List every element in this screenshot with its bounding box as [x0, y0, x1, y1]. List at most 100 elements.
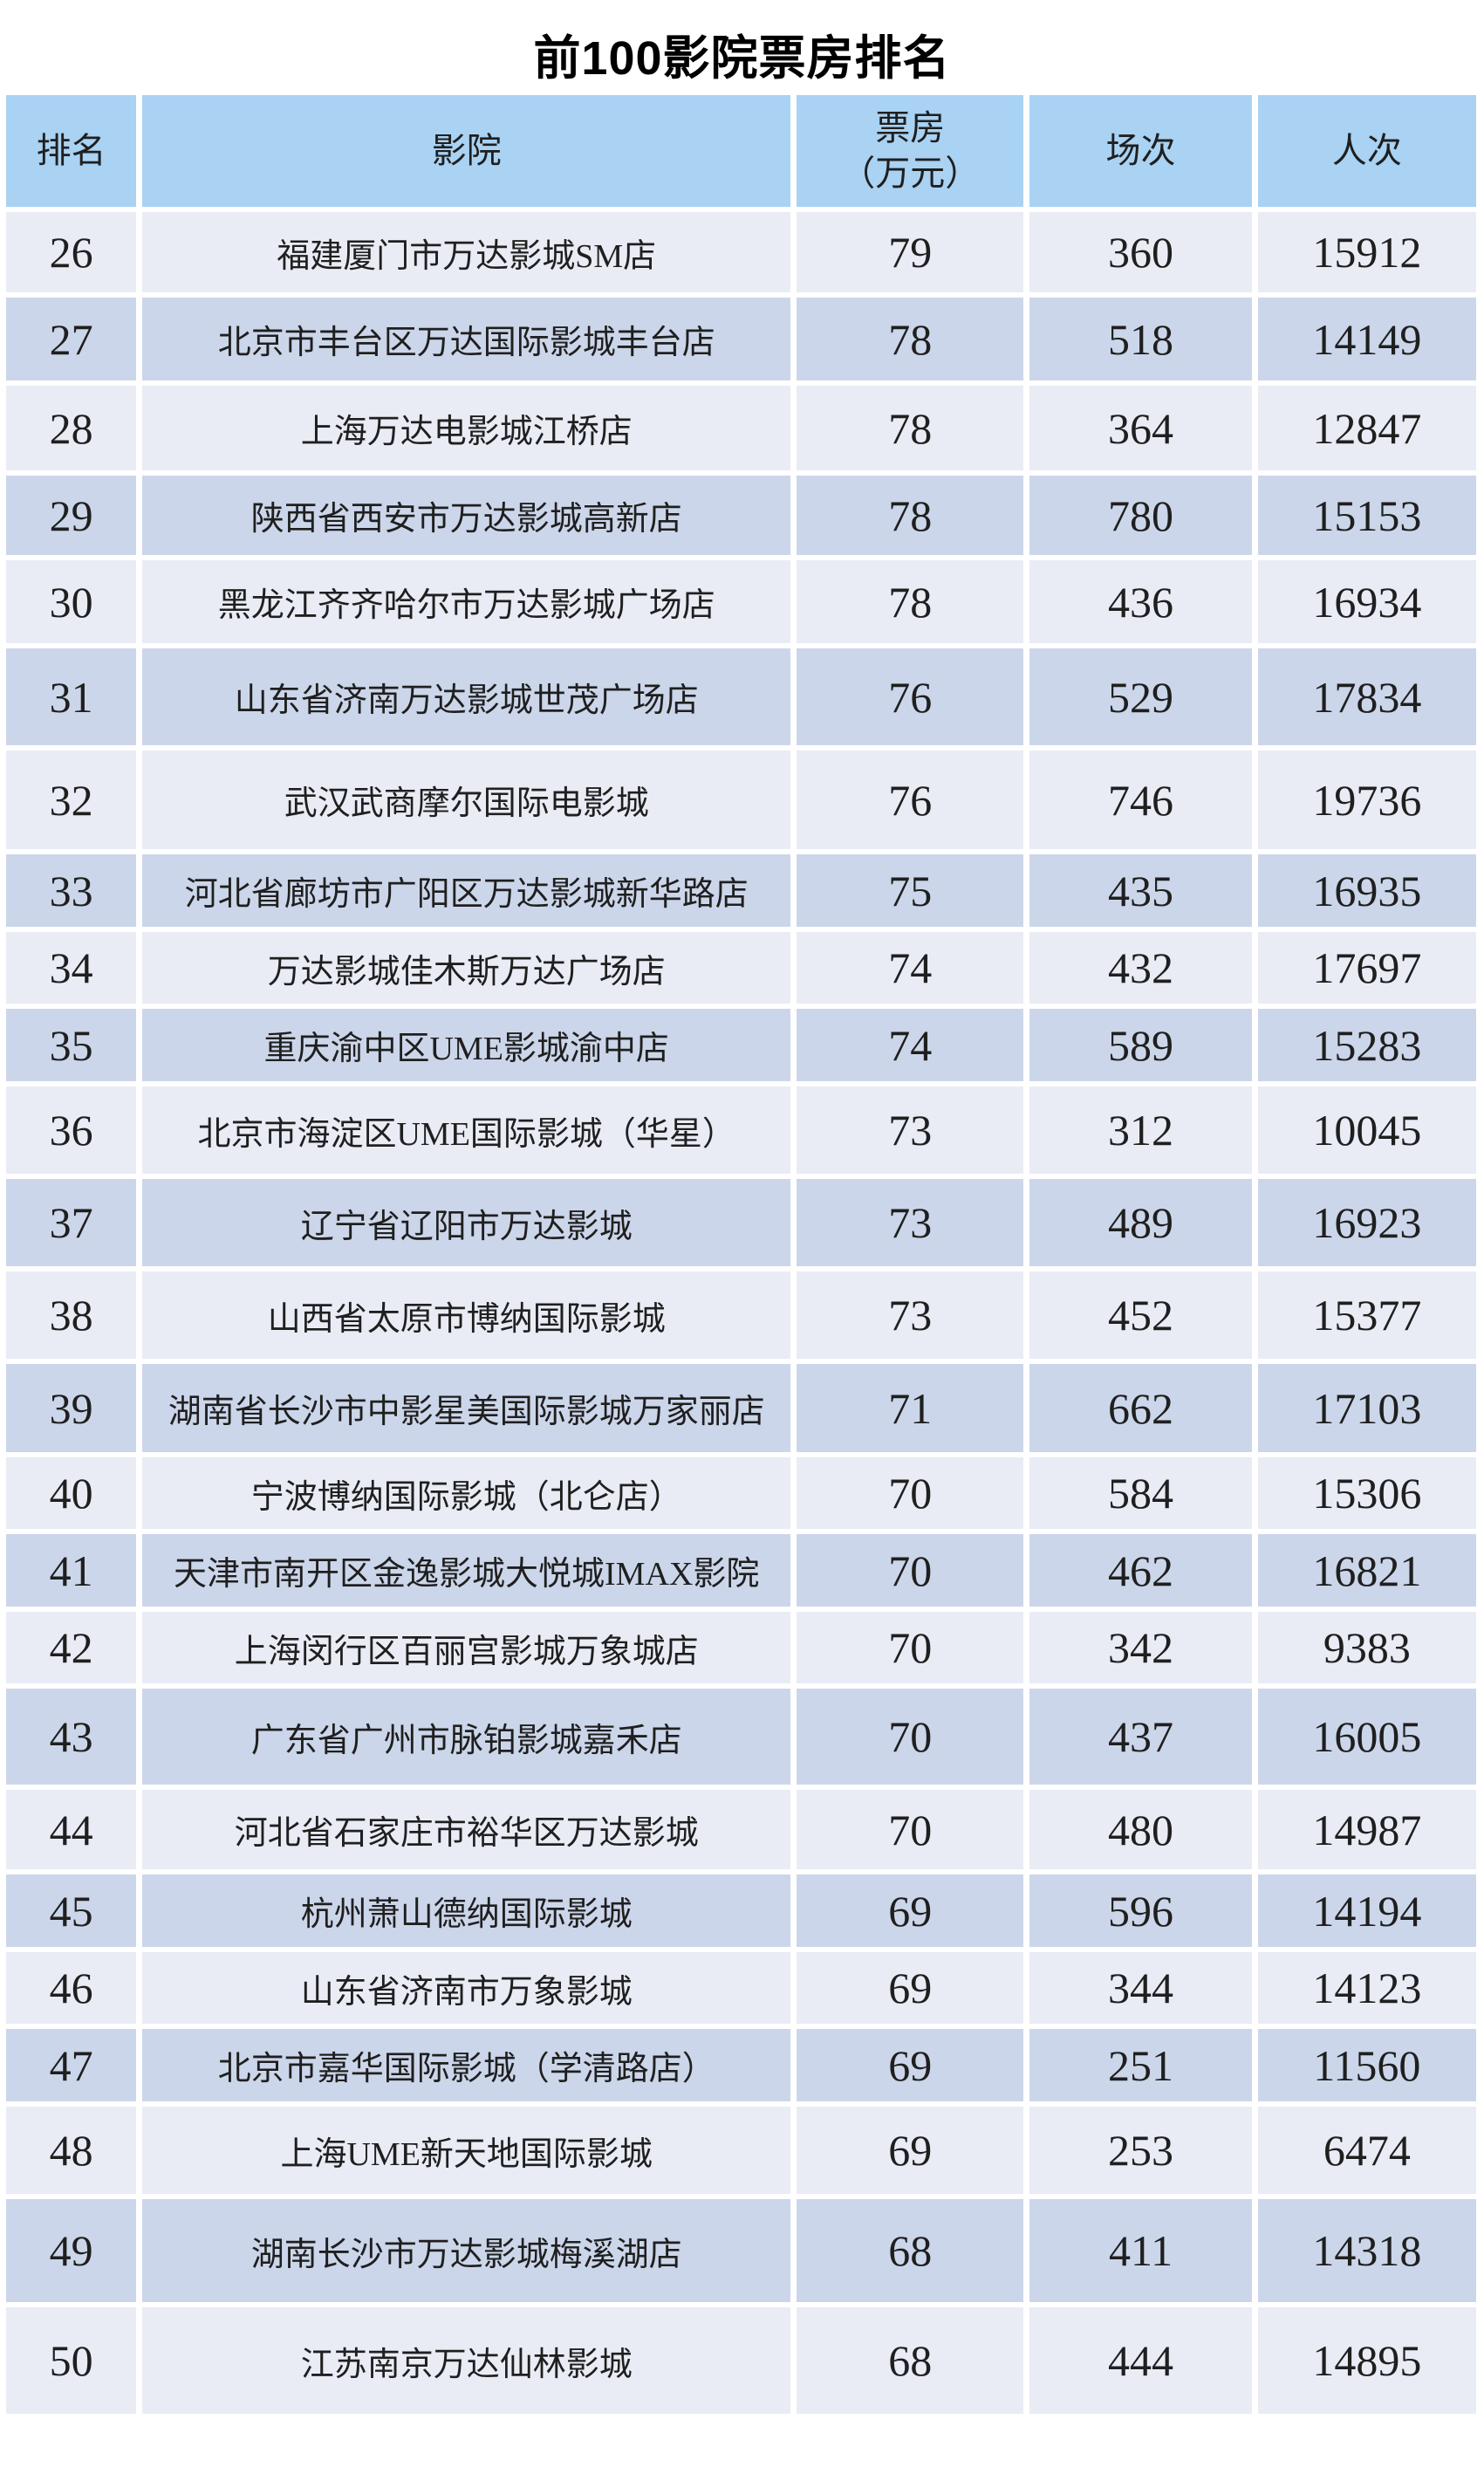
- cinema-cell: 宁波博纳国际影城（北仑店）: [142, 1457, 791, 1530]
- cinema-cell: 上海万达电影城江桥店: [142, 386, 791, 471]
- cinema-cell: 万达影城佳木斯万达广场店: [142, 932, 791, 1004]
- admissions-cell: 14123: [1257, 1952, 1476, 2025]
- boxoffice-cell: 73: [797, 1271, 1024, 1360]
- boxoffice-cell: 78: [797, 298, 1024, 381]
- rank-cell: 43: [6, 1689, 137, 1785]
- admissions-cell: 14318: [1257, 2199, 1476, 2303]
- admissions-cell: 12847: [1257, 386, 1476, 471]
- admissions-cell: 17697: [1257, 932, 1476, 1004]
- sessions-cell: 360: [1029, 212, 1252, 293]
- sessions-cell: 746: [1029, 750, 1252, 850]
- sessions-cell: 364: [1029, 386, 1252, 471]
- table-row: 42 上海闵行区百丽宫影城万象城店 70 342 9383: [6, 1612, 1476, 1684]
- table-row: 43 广东省广州市脉铂影城嘉禾店 70 437 16005: [6, 1689, 1476, 1785]
- admissions-cell: 16935: [1257, 854, 1476, 928]
- table-row: 49 湖南长沙市万达影城梅溪湖店 68 411 14318: [6, 2199, 1476, 2303]
- admissions-cell: 14895: [1257, 2307, 1476, 2415]
- boxoffice-cell: 70: [797, 1790, 1024, 1870]
- table-row: 48 上海UME新天地国际影城 69 253 6474: [6, 2107, 1476, 2195]
- sessions-cell: 344: [1029, 1952, 1252, 2025]
- header-rank: 排名: [6, 95, 137, 208]
- cinema-cell: 湖南省长沙市中影星美国际影城万家丽店: [142, 1364, 791, 1453]
- boxoffice-cell: 68: [797, 2307, 1024, 2415]
- admissions-cell: 6474: [1257, 2107, 1476, 2195]
- rank-cell: 49: [6, 2199, 137, 2303]
- admissions-cell: 17834: [1257, 648, 1476, 746]
- table-row: 33 河北省廊坊市广阳区万达影城新华路店 75 435 16935: [6, 854, 1476, 928]
- rank-cell: 46: [6, 1952, 137, 2025]
- sessions-cell: 662: [1029, 1364, 1252, 1453]
- sessions-cell: 312: [1029, 1086, 1252, 1175]
- sessions-cell: 518: [1029, 298, 1252, 381]
- table-row: 31 山东省济南万达影城世茂广场店 76 529 17834: [6, 648, 1476, 746]
- cinema-cell: 北京市嘉华国际影城（学清路店）: [142, 2029, 791, 2102]
- cinema-cell: 辽宁省辽阳市万达影城: [142, 1179, 791, 1267]
- rank-cell: 29: [6, 476, 137, 556]
- admissions-cell: 10045: [1257, 1086, 1476, 1175]
- table-row: 41 天津市南开区金逸影城大悦城IMAX影院 70 462 16821: [6, 1534, 1476, 1607]
- table-body: 26 福建厦门市万达影城SM店 79 360 15912 27 北京市丰台区万达国际影城丰台…: [6, 212, 1476, 2415]
- cinema-cell: 河北省石家庄市裕华区万达影城: [142, 1790, 791, 1870]
- cinema-cell: 山东省济南万达影城世茂广场店: [142, 648, 791, 746]
- table-header: 排名 影院 票房 （万元） 场次 人次: [6, 95, 1476, 208]
- boxoffice-cell: 70: [797, 1534, 1024, 1607]
- boxoffice-cell: 78: [797, 560, 1024, 644]
- header-sessions: 场次: [1029, 95, 1252, 208]
- cinema-cell: 杭州萧山德纳国际影城: [142, 1874, 791, 1948]
- sessions-cell: 436: [1029, 560, 1252, 644]
- boxoffice-cell: 71: [797, 1364, 1024, 1453]
- admissions-cell: 9383: [1257, 1612, 1476, 1684]
- rank-cell: 33: [6, 854, 137, 928]
- sessions-cell: 589: [1029, 1009, 1252, 1082]
- sessions-cell: 584: [1029, 1457, 1252, 1530]
- header-box-office-line2: （万元）: [840, 154, 981, 194]
- boxoffice-cell: 69: [797, 1952, 1024, 2025]
- rank-cell: 36: [6, 1086, 137, 1175]
- cinema-cell: 上海UME新天地国际影城: [142, 2107, 791, 2195]
- sessions-cell: 480: [1029, 1790, 1252, 1870]
- rank-cell: 34: [6, 932, 137, 1004]
- sessions-cell: 432: [1029, 932, 1252, 1004]
- admissions-cell: 15377: [1257, 1271, 1476, 1360]
- boxoffice-cell: 73: [797, 1086, 1024, 1175]
- rank-cell: 27: [6, 298, 137, 381]
- table-row: 36 北京市海淀区UME国际影城（华星） 73 312 10045: [6, 1086, 1476, 1175]
- header-box-office-line1: 票房: [875, 108, 946, 148]
- table-row: 28 上海万达电影城江桥店 78 364 12847: [6, 386, 1476, 471]
- table-row: 39 湖南省长沙市中影星美国际影城万家丽店 71 662 17103: [6, 1364, 1476, 1453]
- boxoffice-cell: 78: [797, 386, 1024, 471]
- table-row: 38 山西省太原市博纳国际影城 73 452 15377: [6, 1271, 1476, 1360]
- admissions-cell: 14194: [1257, 1874, 1476, 1948]
- cinema-cell: 重庆渝中区UME影城渝中店: [142, 1009, 791, 1082]
- rank-cell: 45: [6, 1874, 137, 1948]
- admissions-cell: 16005: [1257, 1689, 1476, 1785]
- table-row: 30 黑龙江齐齐哈尔市万达影城广场店 78 436 16934: [6, 560, 1476, 644]
- sessions-cell: 529: [1029, 648, 1252, 746]
- table-row: 32 武汉武商摩尔国际电影城 76 746 19736: [6, 750, 1476, 850]
- boxoffice-cell: 75: [797, 854, 1024, 928]
- rank-cell: 48: [6, 2107, 137, 2195]
- table-row: 50 江苏南京万达仙林影城 68 444 14895: [6, 2307, 1476, 2415]
- sessions-cell: 251: [1029, 2029, 1252, 2102]
- admissions-cell: 14149: [1257, 298, 1476, 381]
- rank-cell: 42: [6, 1612, 137, 1684]
- rank-cell: 32: [6, 750, 137, 850]
- admissions-cell: 16821: [1257, 1534, 1476, 1607]
- sessions-cell: 342: [1029, 1612, 1252, 1684]
- header-row: 排名 影院 票房 （万元） 场次 人次: [6, 95, 1476, 208]
- page-title: 前100影院票房排名: [533, 32, 951, 85]
- sessions-cell: 452: [1029, 1271, 1252, 1360]
- table-row: 35 重庆渝中区UME影城渝中店 74 589 15283: [6, 1009, 1476, 1082]
- sessions-cell: 435: [1029, 854, 1252, 928]
- admissions-cell: 17103: [1257, 1364, 1476, 1453]
- rank-cell: 30: [6, 560, 137, 644]
- table-row: 40 宁波博纳国际影城（北仑店） 70 584 15306: [6, 1457, 1476, 1530]
- table-row: 47 北京市嘉华国际影城（学清路店） 69 251 11560: [6, 2029, 1476, 2102]
- cinema-cell: 上海闵行区百丽宫影城万象城店: [142, 1612, 791, 1684]
- table-row: 45 杭州萧山德纳国际影城 69 596 14194: [6, 1874, 1476, 1948]
- boxoffice-cell: 69: [797, 1874, 1024, 1948]
- cinema-cell: 武汉武商摩尔国际电影城: [142, 750, 791, 850]
- rank-cell: 26: [6, 212, 137, 293]
- box-office-ranking-table: 排名 影院 票房 （万元） 场次 人次 26 福建厦门市万达影城SM店 79 360 1…: [0, 90, 1482, 2419]
- cinema-cell: 北京市海淀区UME国际影城（华星）: [142, 1086, 791, 1175]
